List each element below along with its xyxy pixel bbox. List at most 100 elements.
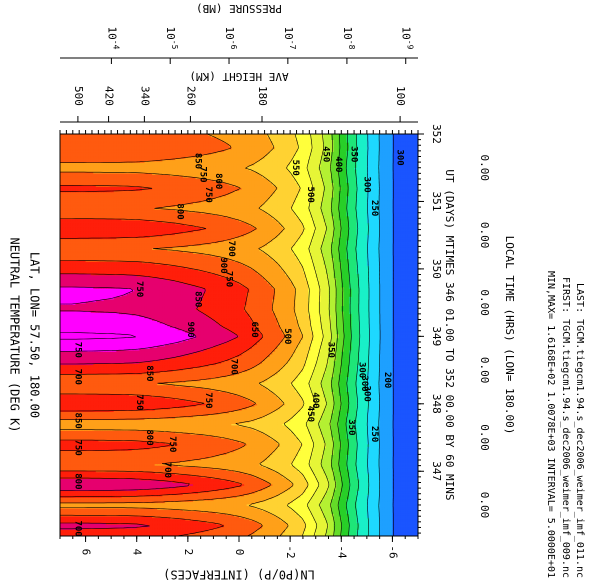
contour-cell [208, 525, 212, 528]
contour-cell [169, 518, 174, 521]
contour-cell [254, 523, 258, 526]
contour-cell [77, 521, 82, 524]
contour-cell [95, 517, 99, 520]
contour-cell [354, 526, 358, 529]
contour-cell [198, 533, 202, 536]
contour-cell [341, 527, 345, 530]
contour-cell [162, 515, 166, 518]
contour-cell [333, 526, 337, 529]
contour-cell [394, 526, 399, 529]
contour-cell [95, 518, 99, 521]
contour-cell [239, 530, 243, 533]
contour-cell [377, 529, 381, 532]
contour-cell [389, 518, 394, 521]
contour-cell [98, 513, 102, 516]
contour-cell [77, 518, 82, 521]
contour-cell [369, 514, 373, 517]
contour-cell [190, 513, 194, 516]
contour-cell [402, 533, 406, 536]
contour-cell [187, 515, 192, 518]
contour-cell [300, 521, 304, 524]
contour-cell [400, 521, 404, 524]
contour-cell [382, 514, 386, 517]
contour-cell [172, 518, 176, 521]
contour-cell [351, 531, 355, 534]
contour-cell [144, 522, 148, 525]
contour-cell [72, 525, 76, 528]
contour-cell [239, 525, 243, 528]
contour-cell [267, 514, 271, 517]
contour-cell [208, 523, 212, 526]
contour-cell [392, 519, 396, 522]
contour-cell [205, 526, 209, 529]
contour-cell [146, 526, 151, 529]
contour-cell [333, 531, 337, 534]
contour-cell [287, 513, 291, 516]
contour-cell [67, 517, 71, 520]
contour-cell [241, 521, 245, 524]
contour-cell [343, 531, 347, 534]
contour-cell [244, 534, 248, 536]
contour-cell [121, 531, 125, 534]
contour-cell [359, 525, 363, 528]
contour-cell [277, 534, 281, 536]
contour-cell [346, 527, 350, 530]
contour-cell [90, 523, 94, 526]
contour-cell [348, 513, 353, 516]
contour-cell [231, 525, 235, 528]
contour-cell [195, 514, 199, 517]
contour-cell [389, 522, 394, 525]
contour-cell [177, 525, 181, 528]
contour-cell [323, 526, 327, 529]
contour-cell [269, 527, 273, 530]
contour-cell [203, 517, 207, 520]
contour-cell [397, 529, 401, 532]
contour-cell [180, 521, 184, 524]
contour-cell [290, 518, 294, 521]
contour-cell [80, 521, 84, 524]
contour-cell [152, 527, 156, 530]
contour-cell [361, 530, 365, 533]
contour-cell [172, 531, 176, 534]
contour-cell [228, 525, 232, 528]
contour-cell [149, 514, 153, 517]
contour-cell [126, 529, 130, 532]
contour-cell [412, 523, 417, 526]
contour-cell [356, 519, 360, 522]
contour-cell [157, 527, 161, 530]
contour-cell [392, 531, 396, 534]
contour-cell [200, 533, 204, 536]
contour-cell [412, 517, 417, 520]
contour-cell [402, 527, 406, 530]
contour-cell [167, 519, 171, 522]
contour-cell [167, 513, 171, 516]
contour-cell [274, 523, 278, 526]
contour-cell [98, 525, 102, 528]
contour-cell [121, 530, 125, 533]
contour-cell [144, 531, 148, 534]
contour-cell [77, 523, 82, 526]
contour-cell [192, 513, 197, 516]
contour-cell [389, 519, 394, 522]
contour-cell [218, 530, 222, 533]
contour-cell [336, 515, 340, 518]
contour-cell [361, 527, 365, 530]
contour-cell [382, 513, 386, 516]
contour-cell [98, 519, 102, 522]
contour-cell [407, 522, 411, 525]
contour-cell [320, 515, 324, 518]
contour-cell [269, 522, 273, 525]
contour-cell [405, 514, 409, 517]
contour-cell [348, 525, 353, 528]
contour-cell [208, 513, 212, 516]
contour-cell [190, 531, 194, 534]
contour-cell [405, 513, 409, 516]
contour-cell [139, 529, 143, 532]
contour-cell [269, 533, 273, 536]
contour-cell [149, 517, 153, 520]
contour-cell [144, 518, 148, 521]
contour-cell [290, 525, 294, 528]
contour-cell [407, 530, 411, 533]
contour-cell [259, 530, 263, 533]
contour-cell [341, 526, 345, 529]
